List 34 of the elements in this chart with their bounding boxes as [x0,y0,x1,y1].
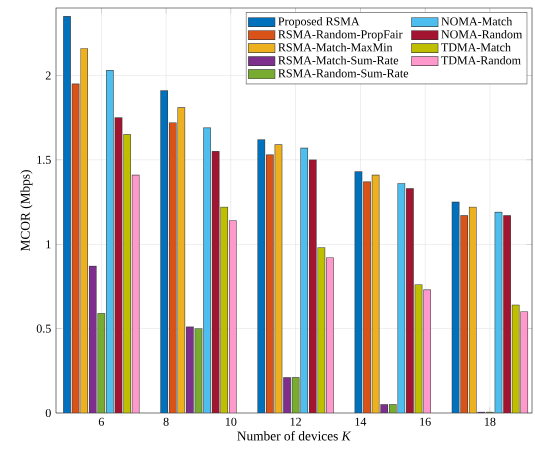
x-tick-label: 12 [290,418,301,426]
bar [194,328,202,413]
x-tick-label: 10 [226,418,236,426]
x-tick-label: 18 [484,418,496,426]
legend-label: RSMA-Random-PropFair [278,30,402,41]
legend-label: RSMA-Random-Sum-Rate [278,68,408,78]
x-tick-label: 8 [164,418,169,426]
legend-label: NOMA-Match [441,16,512,26]
legend-label: Proposed RSMA [278,16,360,28]
bar [318,247,326,413]
y-tick-label: 2 [46,72,51,80]
bar [220,206,228,413]
bar [80,48,88,413]
bar [468,206,477,413]
bar [123,134,131,413]
y-tick-label: 1 [46,240,51,248]
bar [274,144,282,413]
bar [98,313,106,413]
y-axis-title: MCOR (Mbps) [20,170,32,252]
bar [372,174,380,413]
x-tick-label: 14 [355,418,366,426]
legend-label: TDMA-Random [441,56,521,64]
legend-label: RSMA-Match-Sum-Rate [278,56,398,64]
legend-label: RSMA-Match-MaxMin [278,42,392,52]
x-tick-label: 6 [98,418,104,426]
legend-label: TDMA-Match [441,42,511,52]
x-axis-title: Number of devices K [237,430,352,440]
y-tick-label: 0.5 [36,324,51,333]
legend-label: NOMA-Random [441,30,522,38]
y-tick-label: 1.5 [37,156,51,164]
y-tick-label: 0 [46,408,51,418]
x-tick-label: 16 [420,418,431,426]
bar [177,107,186,413]
bar [512,304,520,413]
